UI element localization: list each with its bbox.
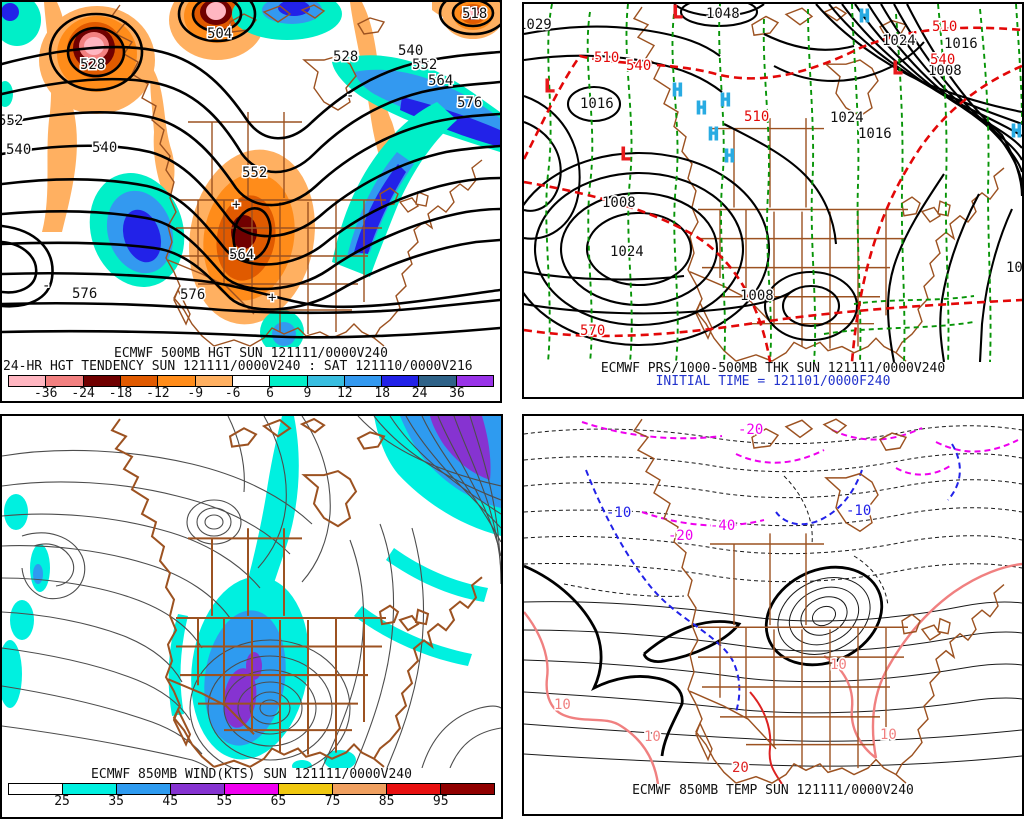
svg-text:540: 540	[6, 142, 31, 158]
svg-text:564: 564	[229, 247, 254, 263]
svg-text:L: L	[892, 58, 903, 79]
panel1-subtitle: 24-HR HGT TENDENCY SUN 121111/0000V240 :…	[3, 359, 473, 374]
panel3-title: ECMWF 850MB WIND(KTS) SUN 121111/0000V24…	[91, 767, 412, 782]
svg-text:552: 552	[412, 57, 437, 73]
svg-text:H: H	[724, 146, 735, 167]
svg-text:510: 510	[932, 19, 957, 35]
svg-text:L: L	[620, 144, 631, 165]
svg-text:1024: 1024	[610, 244, 644, 260]
pressure-contours	[524, 4, 1022, 362]
pressure-labels: 1029 1048 1016 1008 1024 1024 1016 1008 …	[524, 5, 1022, 341]
svg-text:-40: -40	[710, 518, 735, 534]
isotach-contours	[2, 416, 501, 768]
map-500mb-height: 518 504 528 540 552 564 576 528 540 552 …	[2, 2, 500, 347]
svg-text:L: L	[544, 76, 555, 97]
map-850mb-wind	[2, 416, 501, 768]
svg-text:1016: 1016	[944, 36, 978, 52]
svg-text:576: 576	[457, 95, 482, 111]
svg-text:-10: -10	[846, 503, 871, 519]
svg-text:570: 570	[580, 323, 605, 339]
svg-text:510: 510	[594, 50, 619, 66]
svg-text:H: H	[720, 90, 731, 111]
svg-text:H: H	[1011, 121, 1022, 142]
svg-text:1008: 1008	[928, 63, 962, 79]
svg-text:1016: 1016	[858, 126, 892, 142]
svg-text:-20: -20	[668, 528, 693, 544]
svg-text:10: 10	[830, 657, 847, 673]
panel-850mb-temp: -40 -20 -20 -10 -10 10 10 10 10 20 ECMWF…	[522, 414, 1024, 816]
svg-text:564: 564	[428, 73, 453, 89]
svg-text:528: 528	[333, 49, 358, 65]
svg-text:1008: 1008	[740, 288, 774, 304]
svg-text:L: L	[672, 4, 683, 23]
svg-text:H: H	[708, 124, 719, 145]
svg-text:+: +	[268, 290, 276, 306]
svg-text:10: 10	[644, 729, 661, 745]
svg-text:552: 552	[242, 165, 267, 181]
svg-text:510: 510	[744, 109, 769, 125]
wind-colorbar	[8, 783, 495, 795]
svg-text:+: +	[232, 197, 240, 213]
svg-text:H: H	[672, 80, 683, 101]
svg-text:20: 20	[732, 760, 749, 776]
svg-text:10: 10	[880, 727, 897, 743]
map-mslp-thickness: H H H H H H H L L L L 1029 1048 1016 100…	[524, 4, 1022, 362]
temp-contours-magenta	[581, 421, 1019, 527]
panel2-initial-time: INITIAL TIME = 121101/0000F240	[655, 374, 891, 389]
svg-text:H: H	[696, 98, 707, 119]
svg-text:540: 540	[92, 140, 117, 156]
svg-text:540: 540	[930, 52, 955, 68]
panel-mslp-thickness: H H H H H H H L L L L 1029 1048 1016 100…	[522, 2, 1024, 399]
height-contour-labels: 518 504 528 540 552 564 576 528 540 552 …	[2, 5, 489, 308]
svg-text:1016: 1016	[580, 96, 614, 112]
temp-contours-blue	[585, 443, 961, 713]
panel2-title: ECMWF PRS/1000-500MB THK SUN 121111/0000…	[600, 361, 946, 376]
temp-labels: -40 -20 -20 -10 -10 10 10 10 10 20	[553, 421, 899, 778]
svg-text:504: 504	[207, 26, 232, 42]
svg-text:H: H	[859, 6, 870, 27]
height-contours	[2, 2, 500, 339]
svg-text:1048: 1048	[706, 6, 740, 22]
svg-text:552: 552	[2, 113, 23, 129]
tendency-colorbar	[8, 375, 494, 387]
pressure-center-symbols: H H H H H H H L L L L	[544, 4, 1023, 168]
svg-text:528: 528	[80, 57, 105, 73]
svg-text:-20: -20	[738, 422, 763, 438]
svg-text:-: -	[42, 278, 50, 294]
map-850mb-temp: -40 -20 -20 -10 -10 10 10 10 10 20	[524, 418, 1022, 784]
panel4-title: ECMWF 850MB TEMP SUN 121111/0000V240	[632, 783, 914, 798]
wind-colorbar-labels: 25 35 45 55 65 75 85 95	[54, 794, 449, 809]
svg-text:1008: 1008	[602, 195, 636, 211]
svg-text:518: 518	[462, 6, 487, 22]
svg-text:576: 576	[180, 287, 205, 303]
svg-text:1029: 1029	[524, 17, 552, 33]
svg-text:1012: 1012	[1006, 260, 1022, 276]
panel1-title: ECMWF 500MB HGT SUN 121111/0000V240	[114, 346, 388, 361]
svg-text:540: 540	[626, 58, 651, 74]
svg-text:1024: 1024	[830, 110, 864, 126]
svg-text:540: 540	[398, 43, 423, 59]
panel-850mb-wind: ECMWF 850MB WIND(KTS) SUN 121111/0000V24…	[0, 414, 503, 819]
thickness-contours-red	[524, 26, 1022, 362]
thickness-contours-green	[545, 4, 1022, 362]
svg-text:-10: -10	[606, 505, 631, 521]
svg-text:576: 576	[72, 286, 97, 302]
svg-text:-: -	[346, 88, 354, 104]
svg-text:10: 10	[554, 697, 571, 713]
panel-500mb-height: 518 504 528 540 552 564 576 528 540 552 …	[0, 0, 502, 403]
temp-contours-black	[524, 425, 1022, 767]
svg-text:1024: 1024	[882, 33, 916, 49]
